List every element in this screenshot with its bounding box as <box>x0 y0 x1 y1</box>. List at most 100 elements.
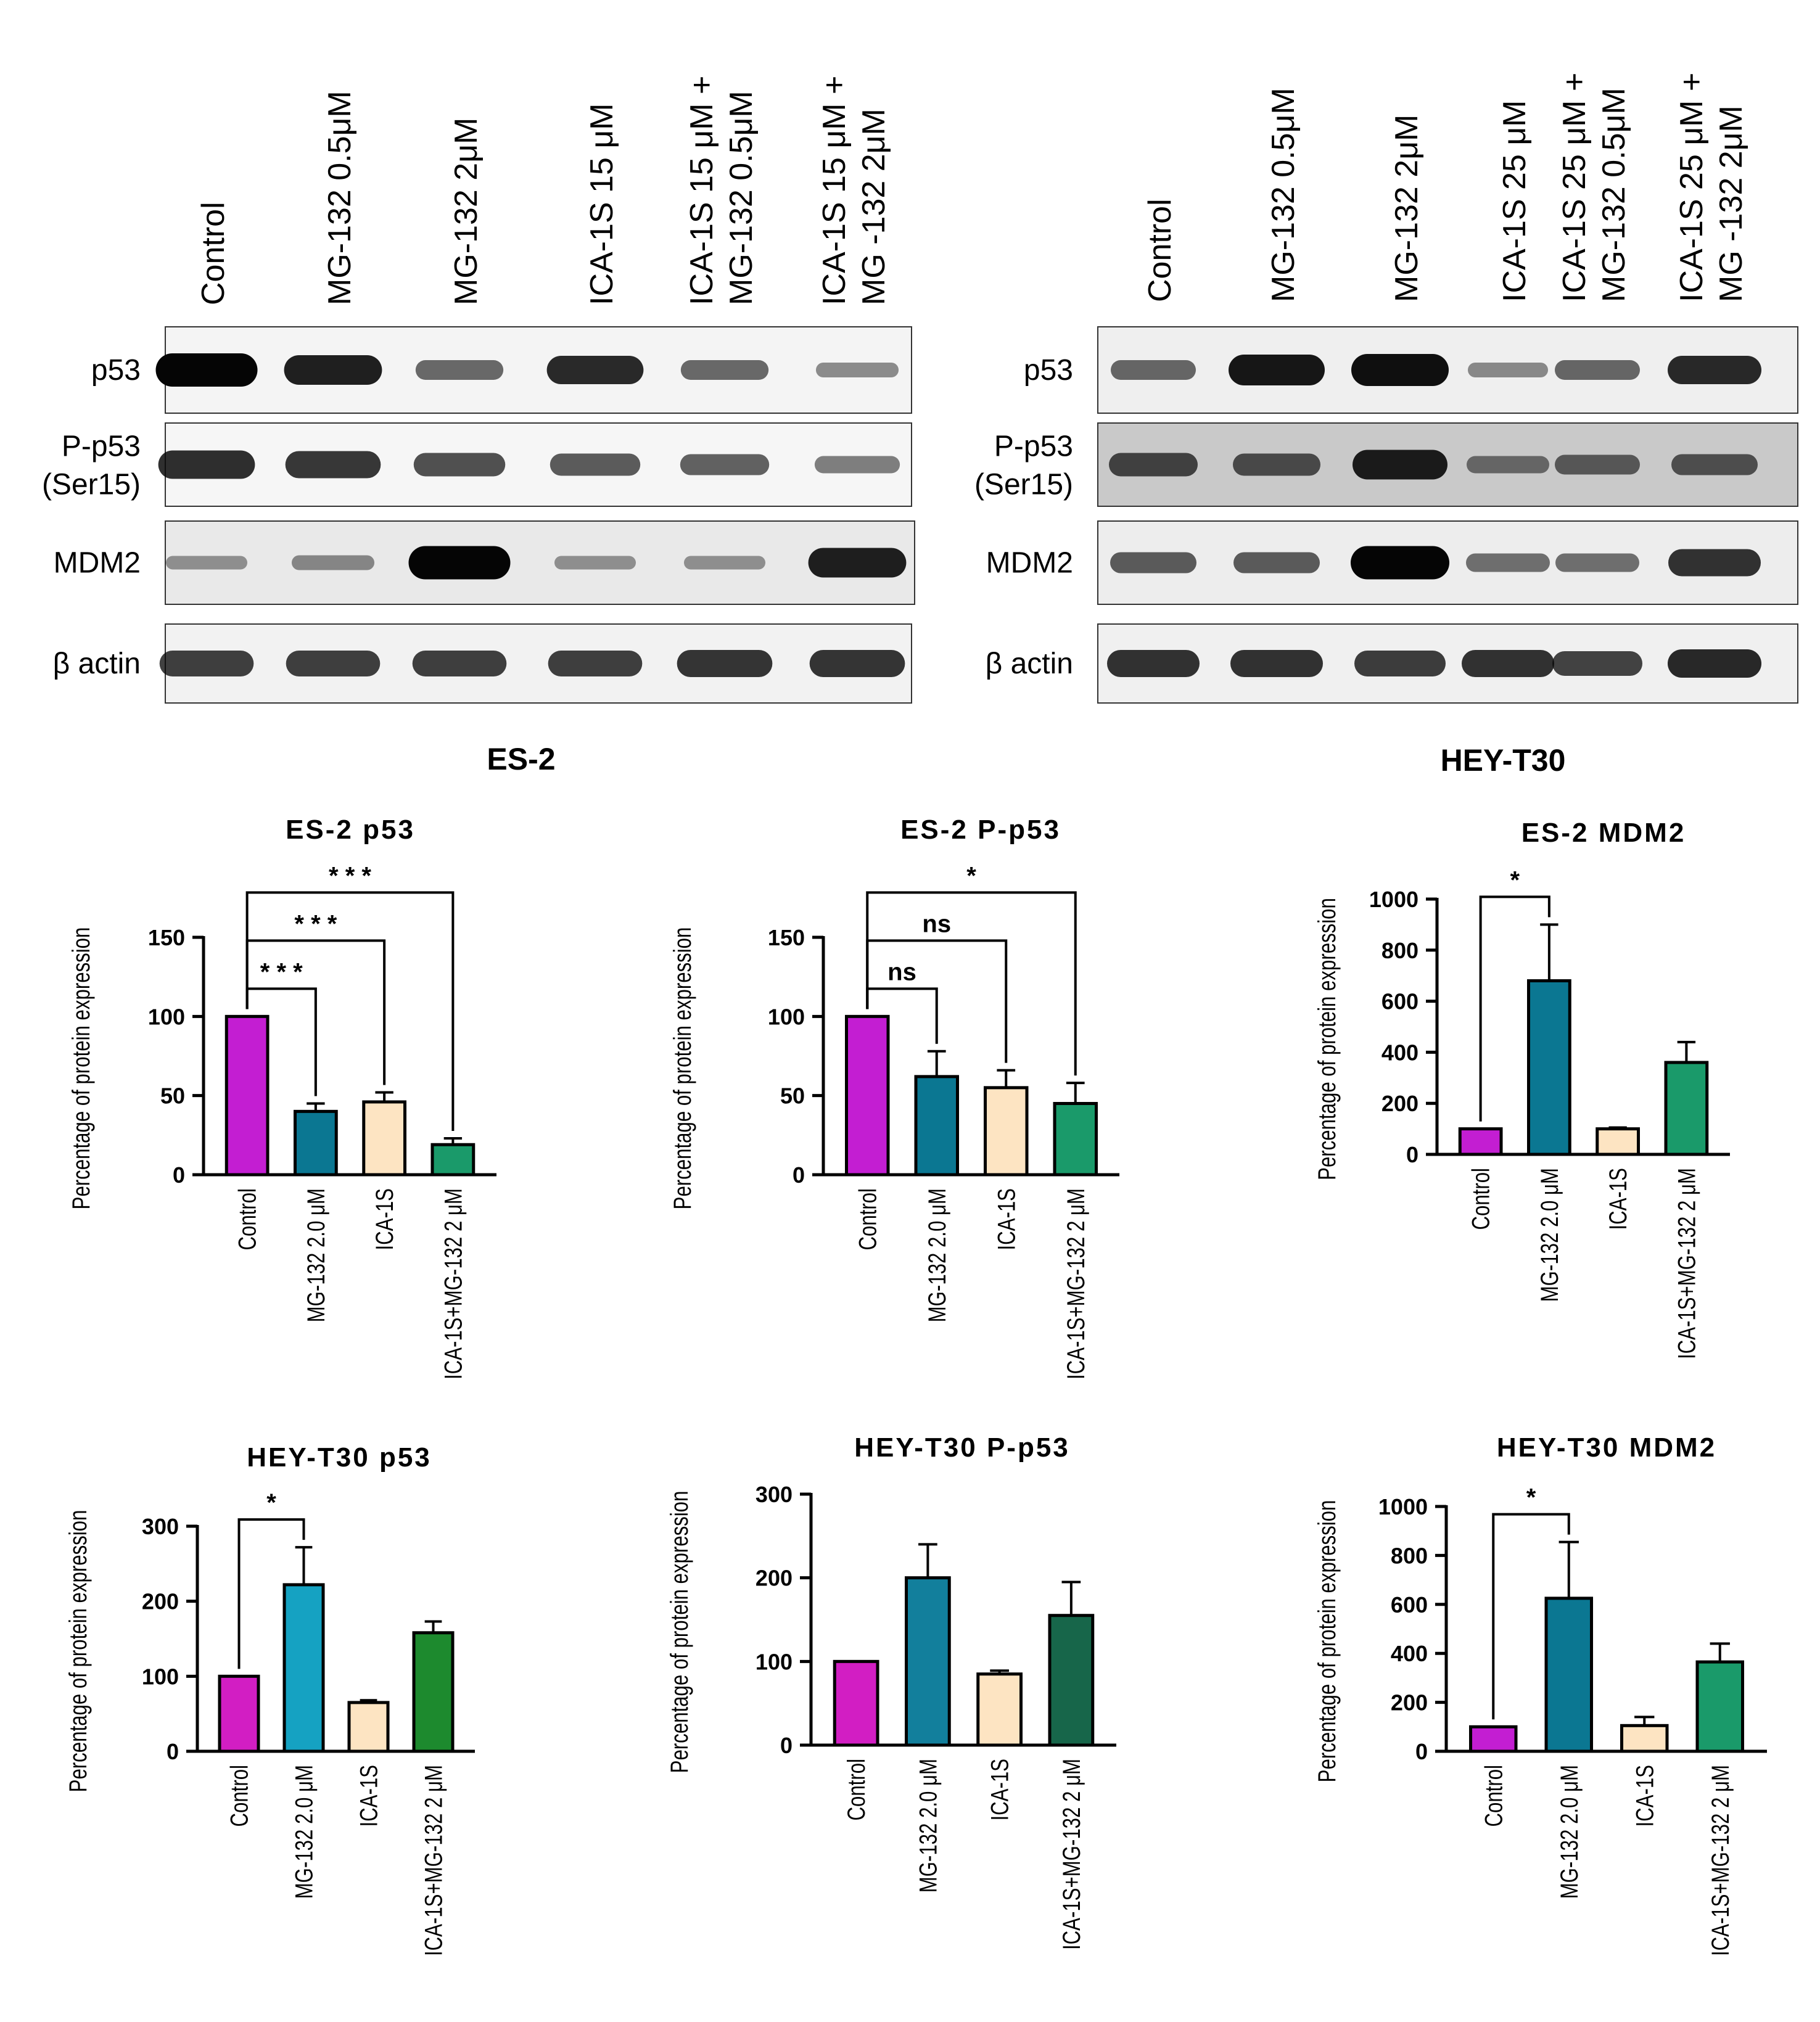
blot-title-es2: ES-2 <box>487 742 555 776</box>
blot-row-label-line: β actin <box>986 647 1073 680</box>
significance-label: * <box>966 862 976 889</box>
y-tick-label: 300 <box>756 1482 793 1507</box>
bar <box>282 1583 325 1753</box>
bar <box>1527 979 1571 1156</box>
blot-membrane <box>165 422 912 507</box>
bar <box>1048 1614 1095 1747</box>
y-tick-label: 1000 <box>1378 1494 1428 1519</box>
bar <box>1664 1061 1709 1156</box>
blot-row-label: MDM2 <box>54 547 141 580</box>
blot-band <box>554 556 636 570</box>
bar-chart: ES-2 p53 Percentage of protein expression… <box>67 815 496 1379</box>
y-tick-label: 400 <box>1381 1040 1419 1065</box>
lane-label: MG-132 2μM <box>1389 115 1425 302</box>
blot-band <box>1233 552 1320 573</box>
y-axis-label: Percentage of protein expression <box>665 1491 693 1773</box>
significance-label: * <box>1510 866 1520 894</box>
significance-bracket <box>245 891 455 1131</box>
x-tick-label: MG-132 2.0 μM <box>302 1188 330 1322</box>
blot-band <box>1110 552 1196 573</box>
bar <box>1695 1660 1744 1753</box>
y-tick-label: 300 <box>142 1514 179 1539</box>
bar <box>1469 1725 1518 1753</box>
bar <box>1544 1597 1593 1753</box>
x-tick-label: Control <box>234 1188 261 1251</box>
bar <box>976 1672 1023 1747</box>
x-tick-label: ICA-1S+MG-132 2 μM <box>1062 1188 1090 1379</box>
bar <box>1053 1102 1098 1177</box>
lane-label-line: Control <box>1142 199 1178 302</box>
y-tick-label: 0 <box>793 1162 805 1188</box>
significance-label: * * * <box>260 958 303 985</box>
lane-label: MG-132 0.5μM <box>1266 88 1301 302</box>
blot-membrane <box>165 326 912 414</box>
y-tick-label: 200 <box>142 1589 179 1614</box>
significance-bracket <box>1479 895 1550 1122</box>
blot-band <box>413 453 506 477</box>
blot-band <box>548 651 643 676</box>
y-axis-label: Percentage of protein expression <box>64 1510 92 1793</box>
lane-label-line: ICA-1S 15 μM + <box>684 76 720 305</box>
blot-band <box>1107 650 1200 677</box>
bar <box>218 1674 260 1753</box>
y-axis-label: Percentage of protein expression <box>1313 898 1341 1180</box>
lane-label-line: ICA-1S 25 μM <box>1497 100 1533 302</box>
blot-row-label: P-p53 (Ser15) <box>974 430 1073 501</box>
bar <box>362 1100 406 1177</box>
blot-row-label-line: (Ser15) <box>974 469 1073 501</box>
blot-title-heyt30: HEY-T30 <box>1441 743 1566 778</box>
y-tick-label: 0 <box>1415 1739 1428 1764</box>
y-tick-label: 100 <box>148 1004 185 1029</box>
lane-label-line: MG -132 2μM <box>1713 105 1749 302</box>
lane-label: Control <box>196 202 231 305</box>
significance-label: ns <box>922 910 951 937</box>
significance-bracket <box>866 891 1077 1076</box>
bar <box>347 1701 390 1753</box>
y-tick-label: 1000 <box>1369 887 1419 912</box>
y-tick-label: 0 <box>1406 1142 1419 1167</box>
blot-panel-es2: ES-2 Control MG-132 0.5μM MG-132 2μM ICA-1S… <box>42 76 915 776</box>
lane-label-line: MG-132 0.5μM <box>723 91 759 305</box>
y-tick-label: 600 <box>1391 1592 1428 1617</box>
blot-membrane <box>165 520 915 605</box>
lane-label: MG-132 0.5μM <box>322 91 358 305</box>
lane-label-line: ICA-1S 25 μM + <box>1557 73 1592 302</box>
bar <box>905 1576 951 1747</box>
y-tick-label: 0 <box>173 1162 185 1188</box>
x-tick-label: ICA-1S <box>986 1759 1014 1821</box>
blot-band <box>1111 360 1196 380</box>
blot-band <box>1552 651 1642 676</box>
y-tick-label: 200 <box>756 1566 793 1591</box>
x-tick-label: ICA-1S+MG-132 2 μM <box>1058 1759 1085 1950</box>
blot-band <box>1354 651 1446 676</box>
blot-row-label-line: p53 <box>1024 354 1073 387</box>
blot-row-label: p53 <box>1024 354 1073 387</box>
y-tick-label: 600 <box>1381 989 1419 1014</box>
blot-row-label-line: MDM2 <box>54 547 141 580</box>
x-tick-label: ICA-1S <box>371 1188 398 1251</box>
bar <box>1458 1127 1503 1156</box>
x-tick-label: ICA-1S <box>1604 1168 1632 1230</box>
y-tick-label: 200 <box>1391 1690 1428 1716</box>
blot-band <box>1353 450 1447 480</box>
bar <box>845 1014 890 1177</box>
blot-band <box>684 556 765 570</box>
blot-band <box>1668 549 1761 577</box>
lane-label-line: MG-132 0.5μM <box>1596 88 1632 302</box>
y-tick-label: 100 <box>756 1649 793 1674</box>
chart-title: ES-2 p53 <box>286 815 415 845</box>
x-tick-label: MG-132 2.0 μM <box>923 1188 951 1322</box>
blot-band <box>814 456 900 474</box>
bar <box>914 1075 959 1177</box>
blot-band <box>286 651 381 676</box>
y-tick-label: 150 <box>768 925 805 950</box>
significance-bracket <box>237 1518 305 1669</box>
blot-band <box>1109 453 1198 477</box>
x-tick-label: MG-132 2.0 μM <box>915 1759 942 1893</box>
x-tick-label: Control <box>854 1188 882 1251</box>
blot-row-label-line: P-p53 <box>994 430 1073 463</box>
lane-label-line: ICA-1S 15 μM <box>584 103 620 305</box>
blot-band <box>166 556 247 570</box>
x-tick-label: MG-132 2.0 μM <box>1536 1168 1563 1302</box>
blot-band <box>1671 454 1758 475</box>
